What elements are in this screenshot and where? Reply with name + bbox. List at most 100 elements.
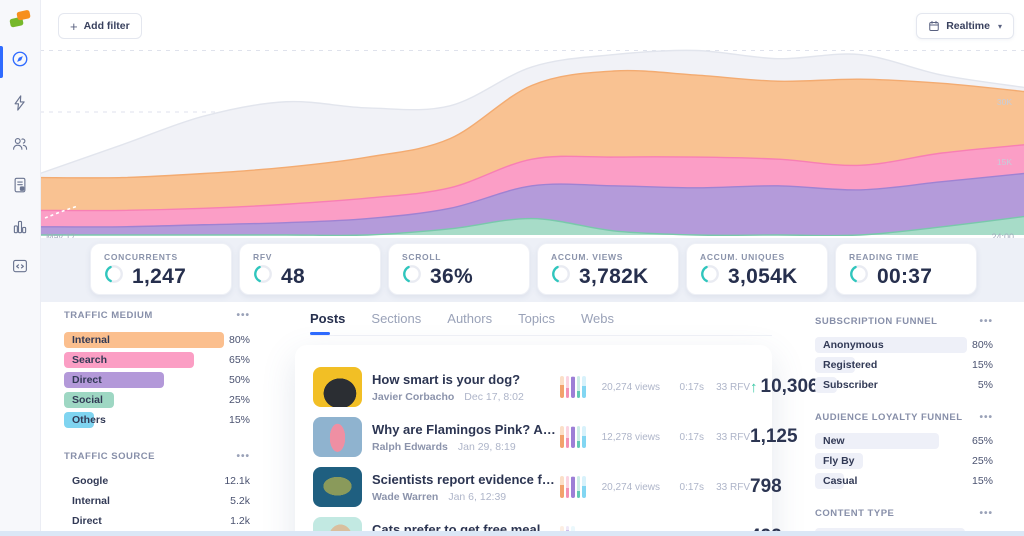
more-icon[interactable]: ••• — [979, 508, 993, 519]
subscription-funnel-title: SUBSCRIPTION FUNNEL — [815, 316, 938, 327]
kpi-card-scroll: SCROLL 36% — [388, 243, 530, 295]
funnel-pct: 80% — [971, 339, 993, 351]
content-tabs: Posts Sections Authors Topics Webs — [310, 311, 772, 336]
bar-fill — [815, 433, 939, 449]
post-metric: 10,306 — [760, 376, 819, 397]
more-icon[interactable]: ••• — [236, 451, 250, 462]
medium-bar-social: Social 25% — [64, 391, 250, 411]
source-label: Internal — [72, 495, 110, 507]
traffic-medium-title: TRAFFIC MEDIUM — [64, 310, 153, 321]
bar-pct: 80% — [228, 334, 250, 346]
funnel-label: Registered — [823, 359, 878, 371]
post-author: Javier Corbacho — [372, 390, 455, 403]
kpi-label: ACCUM. UNIQUES — [700, 252, 785, 262]
x-axis-start-label: May 17 — [46, 232, 76, 242]
add-filter-button[interactable]: + Add filter — [58, 13, 142, 39]
post-thumbnail — [313, 417, 362, 457]
bar-fill — [815, 357, 855, 373]
medium-bar-internal: Internal 80% — [64, 331, 250, 351]
medium-bar-direct: Direct 50% — [64, 371, 250, 391]
realtime-range-button[interactable]: Realtime ▾ — [916, 13, 1014, 39]
post-time: 0:17s — [679, 481, 704, 493]
active-nav-indicator — [0, 46, 3, 78]
kpi-label: READING TIME — [849, 252, 920, 262]
funnel-row-subscriber: Subscriber 5% — [815, 376, 993, 396]
funnel-row-registered: Registered 15% — [815, 356, 993, 376]
loyalty-funnel-title: AUDIENCE LOYALTY FUNNEL — [815, 412, 963, 423]
post-row[interactable]: How smart is your dog? Javier Corbacho De… — [313, 362, 819, 412]
bar-fill — [815, 337, 967, 353]
post-row[interactable]: Scientists report evidence for... Wade W… — [313, 462, 782, 512]
tab-sections[interactable]: Sections — [371, 311, 422, 326]
post-views: 20,274 views — [601, 481, 660, 493]
medium-bar-others: Others 15% — [64, 411, 250, 431]
funnel-pct: 25% — [971, 455, 993, 467]
source-value: 5.2k — [230, 495, 250, 507]
tab-authors[interactable]: Authors — [447, 311, 493, 326]
funnel-row-flyby: Fly By 25% — [815, 452, 993, 472]
source-row-google: Google 12.1k — [64, 471, 250, 491]
post-views: 12,278 views — [601, 431, 660, 443]
funnel-label: Subscriber — [823, 379, 878, 391]
kpi-row: CONCURRENTS 1,247 RFV 48 SCROLL 36% ACCU… — [90, 243, 977, 295]
post-metric: 798 — [750, 476, 782, 497]
bar-fill — [64, 372, 164, 388]
tab-topics[interactable]: Topics — [518, 311, 555, 326]
bar-fill — [815, 377, 837, 393]
funnel-label: Casual — [823, 475, 858, 487]
post-date: Jan 29, 8:19 — [457, 440, 516, 453]
bar-pct: 25% — [228, 394, 250, 406]
funnel-pct: 65% — [971, 435, 993, 447]
post-time: 0:17s — [679, 431, 704, 443]
post-views: 20,274 views — [601, 381, 660, 393]
kpi-card-accum-uniques: ACCUM. UNIQUES 3,054K — [686, 243, 828, 295]
bar-label: Social — [72, 394, 103, 406]
kpi-value: 1,247 — [132, 264, 187, 288]
funnels-panel: SUBSCRIPTION FUNNEL ••• Anonymous 80% Re… — [815, 316, 993, 536]
realtime-label: Realtime — [946, 20, 990, 32]
more-icon[interactable]: ••• — [236, 310, 250, 321]
more-icon[interactable]: ••• — [979, 316, 993, 327]
content-document-icon[interactable] — [11, 176, 29, 194]
post-sparkbars — [560, 376, 588, 398]
kpi-label: ACCUM. VIEWS — [551, 252, 624, 262]
chevron-down-icon: ▾ — [997, 21, 1002, 31]
funnel-pct: 15% — [971, 475, 993, 487]
posts-card: How smart is your dog? Javier Corbacho De… — [295, 345, 819, 536]
app-logo — [8, 8, 32, 30]
medium-bar-search: Search 65% — [64, 351, 250, 371]
kpi-value: 00:37 — [877, 264, 933, 288]
kpi-value: 36% — [430, 264, 473, 288]
tab-webs[interactable]: Webs — [580, 311, 614, 326]
funnel-row-anonymous: Anonymous 80% — [815, 336, 993, 356]
post-rfv: 33 RFV — [716, 381, 750, 393]
bar-pct: 65% — [228, 354, 250, 366]
post-thumbnail — [313, 367, 362, 407]
analytics-barchart-icon[interactable] — [11, 218, 29, 236]
post-row[interactable]: Why are Flamingos Pink? And.. Ralph Edwa… — [313, 412, 798, 462]
post-rfv: 33 RFV — [716, 481, 750, 493]
funnel-pct: 15% — [971, 359, 993, 371]
more-icon[interactable]: ••• — [979, 412, 993, 423]
post-title: How smart is your dog? — [372, 371, 521, 387]
overview-compass-icon[interactable] — [11, 50, 29, 68]
boost-lightning-icon[interactable] — [11, 94, 29, 112]
tab-posts[interactable]: Posts — [310, 311, 346, 335]
post-author: Wade Warren — [372, 490, 439, 503]
y-axis-label-15k: 15K — [996, 157, 1012, 167]
post-title: Scientists report evidence for... — [372, 471, 560, 487]
source-value: 1.2k — [230, 515, 250, 527]
gauge-arc-icon — [700, 264, 720, 289]
trend-up-icon: ↑ — [750, 379, 758, 396]
bar-fill — [64, 392, 114, 408]
code-window-icon[interactable] — [11, 257, 29, 275]
sidebar — [0, 0, 41, 536]
post-rfv: 33 RFV — [716, 431, 750, 443]
audience-users-icon[interactable] — [11, 135, 29, 153]
content-type-title: CONTENT TYPE — [815, 508, 895, 519]
traffic-area-chart[interactable] — [39, 40, 1024, 237]
source-label: Direct — [72, 515, 102, 527]
bar-fill — [815, 473, 844, 489]
traffic-medium-bars: Internal 80% Search 65% Direct 50% Socia… — [64, 331, 250, 431]
funnel-row-new: New 65% — [815, 432, 993, 452]
